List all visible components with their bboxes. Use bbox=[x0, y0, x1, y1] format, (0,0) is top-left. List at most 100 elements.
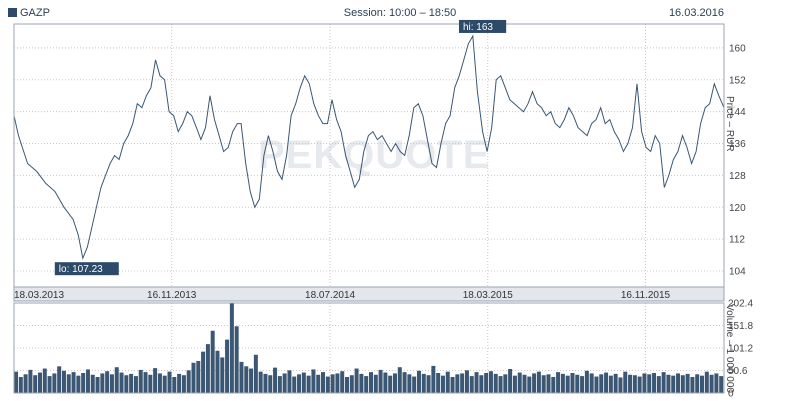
volume-bar bbox=[599, 374, 604, 393]
volume-bar bbox=[656, 376, 661, 393]
volume-bar bbox=[359, 373, 364, 393]
volume-bar bbox=[311, 369, 316, 393]
volume-bar bbox=[229, 303, 234, 393]
session-label: Session: 10:00 – 18:50 bbox=[343, 7, 457, 19]
volume-bar bbox=[455, 374, 460, 393]
volume-bar bbox=[719, 376, 724, 393]
volume-bar bbox=[297, 374, 302, 393]
volume-bar bbox=[340, 371, 345, 393]
volume-bar bbox=[282, 373, 287, 393]
volume-bar bbox=[52, 373, 57, 393]
volume-bar bbox=[61, 370, 66, 393]
volume-bar bbox=[220, 357, 225, 393]
price-tick-label: 120 bbox=[729, 203, 746, 214]
volume-bar bbox=[109, 374, 114, 393]
watermark-logo: PEKQUOTE bbox=[258, 133, 490, 177]
hi-lo-callouts: hi: 163 lo: 107.23 bbox=[54, 19, 507, 276]
volume-bar bbox=[162, 375, 167, 393]
volume-bar bbox=[397, 367, 402, 393]
volume-bar bbox=[445, 371, 450, 393]
volume-bar bbox=[488, 371, 493, 393]
volume-axis-label: Volume – 1 000 000 bbox=[724, 304, 735, 393]
volume-bar bbox=[201, 351, 206, 393]
volume-bar bbox=[114, 367, 119, 393]
volume-bar bbox=[373, 374, 378, 393]
price-axis-label: Price – RUR bbox=[724, 96, 735, 152]
volume-bar bbox=[575, 374, 580, 393]
volume-bar bbox=[666, 374, 671, 393]
volume-bar bbox=[618, 377, 623, 393]
volume-bar bbox=[95, 376, 100, 393]
volume-bar bbox=[210, 330, 215, 393]
volume-bar bbox=[172, 376, 177, 393]
volume-bar bbox=[66, 374, 71, 393]
volume-bar bbox=[181, 375, 186, 393]
volume-bar bbox=[119, 372, 124, 393]
volume-bar bbox=[234, 326, 239, 393]
volume-bar bbox=[608, 375, 613, 393]
volume-bar bbox=[474, 372, 479, 393]
volume-bar bbox=[498, 376, 503, 393]
volume-bar bbox=[76, 375, 81, 393]
price-tick-label: 104 bbox=[729, 267, 746, 278]
volume-bar bbox=[90, 374, 95, 393]
volume-bar bbox=[383, 372, 388, 393]
series-swatch-icon bbox=[8, 8, 17, 17]
volume-bar bbox=[469, 376, 474, 393]
volume-bar bbox=[325, 376, 330, 393]
volume-bar bbox=[100, 373, 105, 393]
hi-callout-box bbox=[458, 19, 507, 33]
volume-bar bbox=[129, 373, 134, 393]
volume-bar bbox=[249, 368, 254, 393]
volume-bars bbox=[14, 303, 724, 393]
volume-bar bbox=[167, 371, 172, 393]
volume-bar bbox=[301, 372, 306, 393]
price-line bbox=[13, 34, 725, 260]
date-tick-label: 18.07.2014 bbox=[305, 290, 355, 301]
date-tick-label: 18.03.2015 bbox=[463, 290, 513, 301]
volume-bar bbox=[652, 372, 657, 393]
volume-bar bbox=[628, 374, 633, 393]
volume-bar bbox=[565, 375, 570, 393]
volume-bar bbox=[671, 375, 676, 393]
volume-bar bbox=[642, 373, 647, 393]
volume-tick-label: 0 bbox=[728, 389, 734, 400]
ticker-label: GAZP bbox=[8, 7, 50, 19]
volume-bar bbox=[148, 374, 153, 393]
volume-bar bbox=[186, 370, 191, 393]
volume-bar bbox=[503, 374, 508, 393]
volume-bar bbox=[133, 376, 138, 393]
volume-bar bbox=[695, 374, 700, 393]
ticker-text: GAZP bbox=[20, 7, 50, 19]
volume-bar bbox=[680, 375, 685, 393]
volume-bar bbox=[536, 371, 541, 393]
volume-bar bbox=[613, 373, 618, 393]
volume-bar bbox=[321, 372, 326, 393]
volume-tick-label: 50.6 bbox=[728, 366, 748, 377]
volume-tick-label: 151.8 bbox=[728, 321, 753, 332]
volume-bar bbox=[541, 375, 546, 393]
volume-bar bbox=[215, 350, 220, 393]
lo-callout-label: lo: 107.23 bbox=[59, 264, 103, 275]
volume-bar bbox=[460, 373, 465, 393]
price-tick-label: 112 bbox=[729, 235, 745, 246]
volume-plot-frame bbox=[13, 302, 725, 394]
volume-bar bbox=[316, 374, 321, 393]
volume-bar bbox=[369, 372, 373, 393]
volume-bar bbox=[594, 376, 599, 393]
volume-bar bbox=[709, 374, 714, 393]
volume-bar bbox=[345, 376, 350, 393]
volume-bar bbox=[700, 375, 705, 393]
volume-bar bbox=[335, 373, 340, 393]
volume-bar bbox=[440, 375, 445, 393]
volume-bar bbox=[57, 366, 62, 393]
volume-bar bbox=[580, 376, 585, 393]
volume-bar bbox=[632, 375, 637, 393]
volume-bar bbox=[402, 372, 407, 393]
volume-bar bbox=[196, 360, 201, 393]
volume-bar bbox=[522, 374, 527, 393]
volume-bar bbox=[349, 375, 354, 393]
volume-bar bbox=[153, 368, 158, 393]
volume-bar bbox=[42, 368, 47, 393]
volume-bar bbox=[277, 376, 282, 393]
